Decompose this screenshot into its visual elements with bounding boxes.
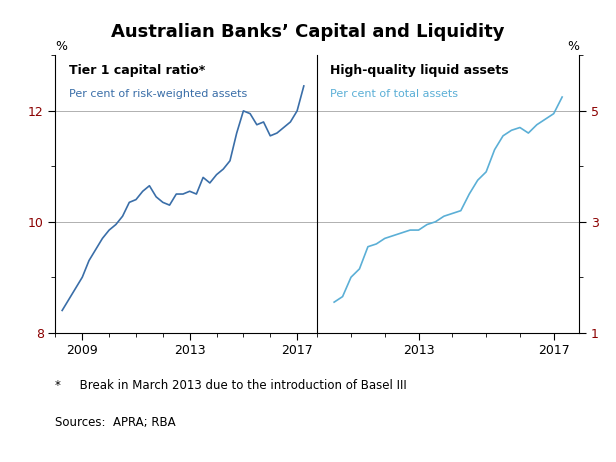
Text: Sources:  APRA; RBA: Sources: APRA; RBA: [55, 416, 176, 429]
Text: Australian Banks’ Capital and Liquidity: Australian Banks’ Capital and Liquidity: [111, 23, 505, 41]
Text: Per cent of risk-weighted assets: Per cent of risk-weighted assets: [68, 89, 247, 99]
Text: Tier 1 capital ratio*: Tier 1 capital ratio*: [68, 64, 205, 77]
Text: Per cent of total assets: Per cent of total assets: [330, 89, 458, 99]
Text: High-quality liquid assets: High-quality liquid assets: [330, 64, 509, 77]
Text: %: %: [567, 40, 579, 53]
Text: %: %: [55, 40, 67, 53]
Text: *     Break in March 2013 due to the introduction of Basel III: * Break in March 2013 due to the introdu…: [55, 379, 407, 392]
